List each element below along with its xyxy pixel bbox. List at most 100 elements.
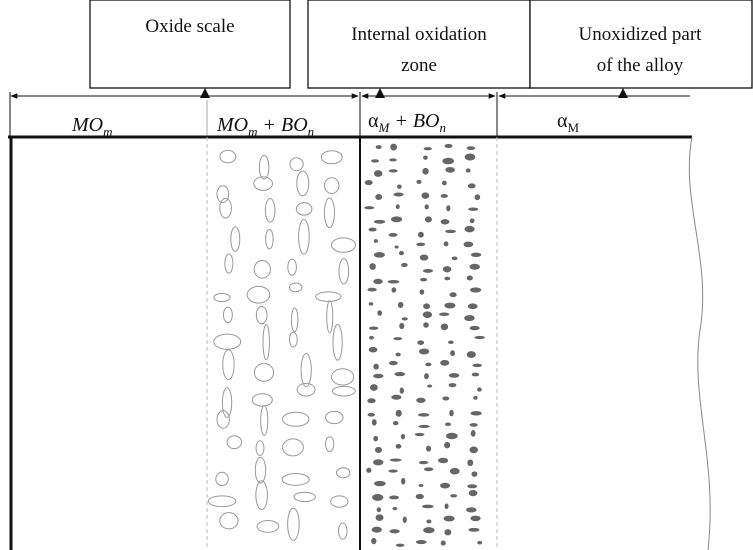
particle <box>368 227 377 232</box>
particle <box>295 202 313 216</box>
particle <box>442 157 455 165</box>
particle <box>402 516 407 523</box>
particle <box>468 207 479 211</box>
particle <box>467 459 474 467</box>
particle <box>369 263 376 270</box>
particle <box>470 252 482 257</box>
particle <box>440 482 451 489</box>
particle <box>293 491 316 503</box>
particle <box>364 179 373 186</box>
particle <box>368 326 379 330</box>
particle <box>470 430 476 437</box>
particle <box>443 241 449 247</box>
particle <box>426 519 432 524</box>
particle <box>222 306 233 324</box>
particle <box>423 303 430 310</box>
particle <box>424 216 432 223</box>
box-oxide-scale <box>89 0 291 89</box>
particle <box>397 301 404 309</box>
particle <box>445 229 456 234</box>
particle <box>465 168 471 173</box>
particle <box>415 493 424 500</box>
particle <box>373 278 383 285</box>
particle <box>423 322 429 328</box>
particle <box>391 394 402 400</box>
particle <box>221 387 233 418</box>
particle <box>477 387 482 392</box>
particle <box>471 471 478 477</box>
particle <box>289 157 304 172</box>
particle <box>262 323 270 361</box>
particle <box>216 410 230 429</box>
particle <box>424 373 429 380</box>
particle <box>400 433 406 440</box>
particle <box>287 258 297 276</box>
particle <box>422 504 434 509</box>
particle <box>467 303 478 310</box>
particle <box>255 440 265 456</box>
particle <box>390 143 397 151</box>
particle <box>371 159 380 163</box>
particle <box>371 419 377 426</box>
particle <box>473 395 478 400</box>
particle <box>466 146 476 151</box>
particle <box>372 494 384 501</box>
particle <box>414 432 425 437</box>
particle <box>253 260 271 279</box>
particle <box>464 153 476 161</box>
particle <box>423 527 435 534</box>
particle <box>395 543 405 547</box>
particle <box>281 411 310 427</box>
particle <box>325 436 335 453</box>
particle <box>368 346 378 353</box>
particle <box>373 170 383 177</box>
particle <box>469 423 478 427</box>
particle <box>323 197 335 229</box>
particle <box>219 197 232 219</box>
particle <box>444 143 453 149</box>
particle <box>367 398 376 404</box>
particle <box>331 385 356 397</box>
box-text: of the alloy <box>597 55 684 76</box>
particle <box>445 422 452 427</box>
particle <box>373 239 378 243</box>
dimension-arrows <box>9 92 690 137</box>
particle <box>368 302 374 306</box>
particle <box>419 254 429 261</box>
particle <box>443 515 455 522</box>
particle <box>255 480 268 511</box>
particle <box>215 471 229 487</box>
particle <box>395 409 402 417</box>
particle <box>416 242 426 247</box>
particle <box>467 183 476 189</box>
particle <box>290 307 299 333</box>
particle <box>466 351 476 359</box>
particle <box>442 266 452 273</box>
particles <box>207 143 485 547</box>
particle <box>444 276 451 281</box>
particle <box>387 279 400 284</box>
particle <box>392 420 399 426</box>
particle <box>253 363 275 382</box>
particle <box>440 194 448 198</box>
particle <box>401 317 408 321</box>
particle <box>315 291 342 302</box>
particle <box>222 349 235 381</box>
particle <box>394 372 406 377</box>
particle <box>470 515 481 522</box>
box-text: Unoxidized part <box>579 24 703 45</box>
box-internal-zone <box>307 0 531 89</box>
particle <box>444 529 452 536</box>
particle <box>437 457 449 464</box>
particle <box>213 292 231 303</box>
particle <box>440 323 449 331</box>
particle <box>392 506 398 511</box>
particle <box>335 467 351 479</box>
particle <box>396 184 402 189</box>
particle <box>446 432 458 440</box>
particle <box>375 194 383 201</box>
particle <box>440 359 450 366</box>
particle <box>418 413 430 417</box>
particle <box>469 263 480 270</box>
